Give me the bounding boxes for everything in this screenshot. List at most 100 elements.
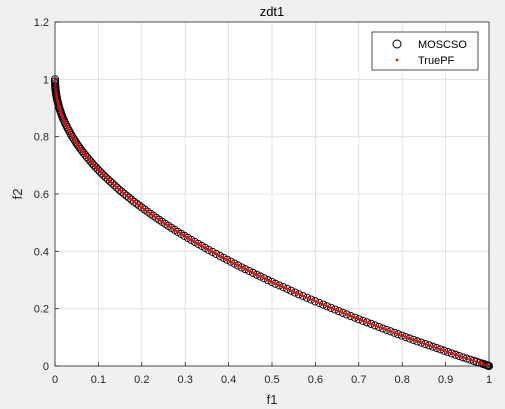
- moscso-point: [245, 266, 254, 276]
- moscso-point: [237, 263, 246, 272]
- x-tick-label: 0.4: [221, 374, 236, 386]
- truepf-point: [474, 360, 478, 363]
- truepf-point: [426, 343, 430, 347]
- truepf-point: [394, 332, 397, 335]
- truepf-point: [351, 315, 355, 319]
- truepf-point: [340, 311, 343, 314]
- moscso-point: [127, 195, 136, 204]
- truepf-point: [436, 347, 440, 350]
- moscso-point: [362, 318, 371, 327]
- truepf-point: [434, 346, 438, 350]
- moscso-point: [140, 205, 149, 214]
- truepf-point: [483, 363, 486, 366]
- truepf-point: [430, 345, 434, 348]
- truepf-point: [325, 305, 329, 308]
- moscso-point: [271, 279, 280, 288]
- moscso-point: [440, 346, 449, 355]
- y-tick-label: 0: [43, 361, 49, 373]
- truepf-point: [459, 355, 463, 358]
- moscso-point: [115, 185, 124, 194]
- truepf-point: [408, 337, 411, 340]
- truepf-point: [329, 306, 332, 310]
- moscso-point: [70, 135, 79, 144]
- moscso-point: [106, 177, 115, 186]
- moscso-point: [63, 124, 73, 133]
- x-tick-label: 0.1: [91, 374, 106, 386]
- x-tick-label: 0.8: [395, 374, 410, 386]
- y-axis-label: f2: [10, 189, 25, 200]
- truepf-point: [320, 302, 323, 306]
- moscso-point: [67, 131, 76, 140]
- moscso-point: [298, 292, 308, 301]
- truepf-point: [346, 313, 349, 316]
- moscso-point: [256, 272, 265, 281]
- moscso-point: [382, 325, 391, 334]
- moscso-point: [405, 334, 414, 343]
- truepf-point: [477, 361, 480, 364]
- moscso-point: [390, 328, 399, 337]
- moscso-point: [112, 183, 121, 192]
- moscso-point: [65, 126, 74, 136]
- truepf-point: [368, 322, 372, 325]
- moscso-point: [117, 187, 126, 196]
- truepf-point: [462, 356, 465, 359]
- moscso-point: [354, 315, 363, 324]
- moscso-point: [366, 319, 376, 328]
- truepf-point: [406, 336, 409, 339]
- truepf-point: [424, 343, 427, 346]
- truepf-point: [416, 340, 419, 343]
- moscso-point: [458, 353, 468, 362]
- legend-marker-truepf: [395, 58, 399, 62]
- moscso-point: [260, 274, 269, 283]
- truepf-point: [388, 329, 391, 333]
- plot-frame: [54, 21, 490, 367]
- truepf-point: [348, 314, 351, 317]
- truepf-point: [353, 316, 357, 319]
- moscso-point: [290, 288, 300, 297]
- truepf-point: [359, 318, 362, 322]
- truepf-point: [481, 362, 484, 366]
- moscso-point: [99, 171, 108, 180]
- moscso-point: [394, 330, 403, 339]
- truepf-point: [412, 338, 415, 342]
- legend: MOSCSO TruePF: [371, 31, 479, 71]
- y-tick-label: 0.2: [34, 304, 49, 316]
- truepf-point: [367, 321, 370, 325]
- moscso-point: [443, 347, 452, 357]
- moscso-point: [294, 290, 303, 299]
- chart-title: zdt1: [260, 4, 285, 19]
- x-tick-label: 0: [52, 374, 58, 386]
- truepf-point: [372, 323, 376, 327]
- moscso-point: [267, 277, 276, 286]
- truepf-point: [398, 333, 401, 336]
- series-moscso: [50, 75, 494, 371]
- moscso-point: [61, 120, 71, 129]
- truepf-point: [322, 303, 325, 306]
- truepf-point: [331, 307, 334, 310]
- truepf-point: [451, 352, 454, 355]
- moscso-point: [342, 310, 351, 319]
- x-tick-label: 0.7: [351, 374, 366, 386]
- moscso-point: [302, 293, 312, 302]
- truepf-point: [410, 337, 413, 341]
- truepf-point: [333, 308, 336, 311]
- truepf-point: [338, 310, 342, 313]
- truepf-point: [370, 323, 374, 326]
- x-tick-label: 0.9: [438, 374, 453, 386]
- moscso-point: [283, 284, 292, 293]
- truepf-point: [438, 348, 442, 351]
- truepf-point: [318, 302, 322, 305]
- moscso-point: [252, 270, 261, 279]
- truepf-point: [457, 354, 461, 358]
- moscso-point: [455, 352, 464, 361]
- moscso-point: [208, 247, 217, 256]
- moscso-point: [417, 338, 426, 347]
- truepf-point: [349, 314, 353, 318]
- moscso-point: [358, 316, 367, 325]
- moscso-point: [397, 331, 406, 340]
- moscso-point: [319, 300, 328, 309]
- truepf-point: [357, 317, 360, 321]
- moscso-point: [307, 295, 316, 304]
- truepf-point: [466, 357, 469, 361]
